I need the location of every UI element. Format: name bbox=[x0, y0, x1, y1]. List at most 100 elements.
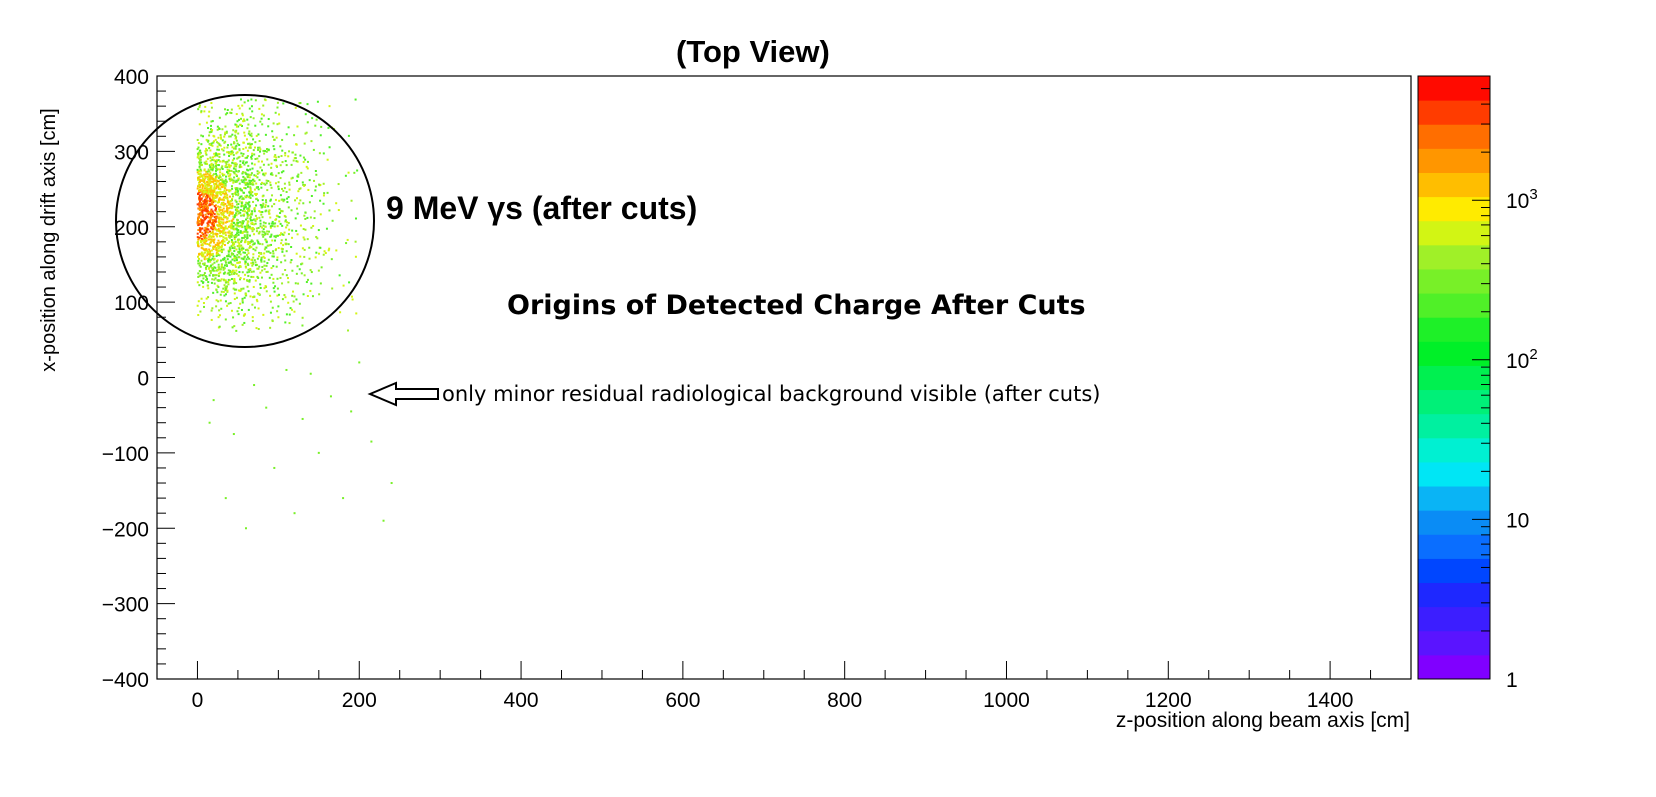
heat-cell bbox=[222, 196, 225, 199]
heat-cell bbox=[257, 148, 260, 151]
heat-cell bbox=[200, 222, 203, 225]
heat-cell bbox=[266, 244, 269, 247]
heat-cell bbox=[266, 262, 269, 265]
heat-cell bbox=[218, 143, 221, 146]
heat-cell bbox=[216, 148, 219, 151]
heat-cell bbox=[335, 202, 338, 205]
heat-cell bbox=[221, 165, 224, 168]
heat-cell bbox=[257, 328, 260, 331]
heat-cell bbox=[227, 283, 230, 286]
heat-cell bbox=[212, 239, 215, 242]
heat-cell bbox=[350, 199, 353, 202]
heat-cell bbox=[215, 215, 218, 218]
background-point bbox=[285, 368, 288, 371]
background-point bbox=[232, 433, 235, 436]
heat-cell bbox=[244, 262, 247, 265]
heat-cell bbox=[221, 172, 224, 175]
heat-cell bbox=[235, 248, 238, 251]
heat-cell bbox=[228, 154, 231, 157]
heat-cell bbox=[211, 269, 214, 272]
heat-cell bbox=[308, 246, 311, 249]
heat-cell bbox=[277, 316, 280, 319]
heat-cell bbox=[209, 149, 212, 152]
heat-cell bbox=[286, 201, 289, 204]
heat-cell bbox=[354, 98, 357, 101]
heat-cell bbox=[210, 180, 213, 183]
heat-cell bbox=[295, 229, 298, 232]
heat-cell bbox=[316, 100, 319, 103]
heat-cell bbox=[213, 140, 216, 143]
heat-cell bbox=[220, 244, 223, 247]
heat-cell bbox=[220, 227, 223, 230]
heat-cell bbox=[196, 304, 199, 307]
heat-cell bbox=[229, 111, 232, 114]
heat-cell bbox=[246, 181, 249, 184]
heat-cell bbox=[228, 279, 231, 282]
heat-cell bbox=[206, 199, 209, 202]
heat-cell bbox=[198, 157, 201, 160]
heat-cell bbox=[214, 164, 217, 167]
heat-cell bbox=[277, 155, 280, 158]
heat-cell bbox=[268, 244, 271, 247]
heat-cell bbox=[251, 183, 254, 186]
heat-cell bbox=[241, 236, 244, 239]
heat-cell bbox=[198, 195, 201, 198]
heat-cell bbox=[253, 210, 256, 213]
heat-cell bbox=[197, 242, 200, 245]
heat-cell bbox=[243, 296, 246, 299]
heat-cell bbox=[295, 272, 298, 275]
heat-cell bbox=[199, 205, 202, 208]
heat-cell bbox=[231, 192, 234, 195]
heat-cell bbox=[299, 102, 302, 105]
heat-cell bbox=[218, 155, 221, 158]
heat-cell bbox=[209, 190, 212, 193]
heat-cell bbox=[252, 253, 255, 256]
heat-cell bbox=[197, 172, 200, 175]
heat-cell bbox=[263, 260, 266, 263]
heat-cell bbox=[222, 182, 225, 185]
heat-cell bbox=[217, 168, 220, 171]
heat-cell bbox=[211, 223, 214, 226]
heat-cell bbox=[211, 266, 214, 269]
heat-cell bbox=[276, 258, 279, 261]
heat-cell bbox=[234, 145, 237, 148]
heat-cell bbox=[229, 248, 232, 251]
heat-cell bbox=[196, 203, 199, 206]
heat-cell bbox=[223, 284, 226, 287]
heat-cell bbox=[198, 264, 201, 267]
heat-cell bbox=[288, 313, 291, 316]
heat-cell bbox=[247, 173, 250, 176]
heat-cell bbox=[262, 149, 265, 152]
heat-cell bbox=[242, 160, 245, 163]
heat-cell bbox=[263, 252, 266, 255]
heat-cell bbox=[270, 273, 273, 276]
colorbar-swatch bbox=[1418, 510, 1490, 535]
heat-cell bbox=[211, 253, 214, 256]
heat-cell bbox=[212, 245, 215, 248]
heat-cell bbox=[198, 236, 201, 239]
heat-cell bbox=[216, 145, 219, 148]
heat-cell bbox=[243, 230, 246, 233]
heat-cell bbox=[219, 209, 222, 212]
heat-cell bbox=[271, 220, 274, 223]
heat-cell bbox=[301, 324, 304, 327]
heat-cell bbox=[197, 300, 200, 303]
heat-cell bbox=[292, 159, 295, 162]
heat-cell bbox=[247, 99, 250, 102]
heat-cell bbox=[234, 180, 237, 183]
heat-cell bbox=[209, 265, 212, 268]
heat-cell bbox=[269, 300, 272, 303]
heat-cell bbox=[196, 168, 199, 171]
heat-cell bbox=[205, 275, 208, 278]
heat-cell bbox=[215, 288, 218, 291]
heat-cell bbox=[220, 278, 223, 281]
heat-cell bbox=[270, 162, 273, 165]
heat-cell bbox=[215, 187, 218, 190]
heat-cell bbox=[230, 169, 233, 172]
heat-cell bbox=[249, 116, 252, 119]
heat-cell bbox=[251, 303, 254, 306]
heat-cell bbox=[218, 266, 221, 269]
heat-cell bbox=[270, 166, 273, 169]
heat-cell bbox=[272, 281, 275, 284]
heat-cell bbox=[211, 307, 214, 310]
